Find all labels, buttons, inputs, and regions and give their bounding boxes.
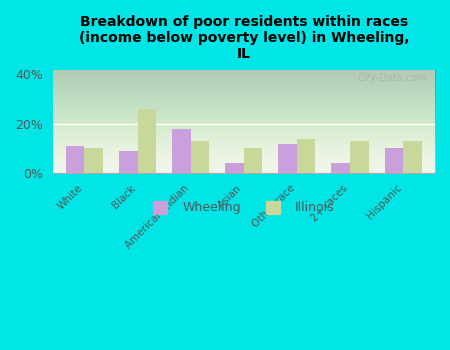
- Bar: [191, 141, 209, 173]
- Bar: [332, 163, 350, 173]
- Title: Breakdown of poor residents within races
(income below poverty level) in Wheelin: Breakdown of poor residents within races…: [79, 15, 409, 61]
- Bar: [138, 109, 156, 173]
- Bar: [244, 148, 262, 173]
- Bar: [350, 141, 369, 173]
- Bar: [119, 151, 138, 173]
- Bar: [385, 148, 403, 173]
- Bar: [403, 141, 422, 173]
- Legend: Wheeling, Illinois: Wheeling, Illinois: [147, 193, 340, 221]
- Text: City-Data.com: City-Data.com: [358, 72, 427, 83]
- Bar: [66, 146, 85, 173]
- Bar: [172, 129, 191, 173]
- Bar: [85, 148, 103, 173]
- Bar: [278, 144, 297, 173]
- Bar: [297, 139, 315, 173]
- Bar: [225, 163, 244, 173]
